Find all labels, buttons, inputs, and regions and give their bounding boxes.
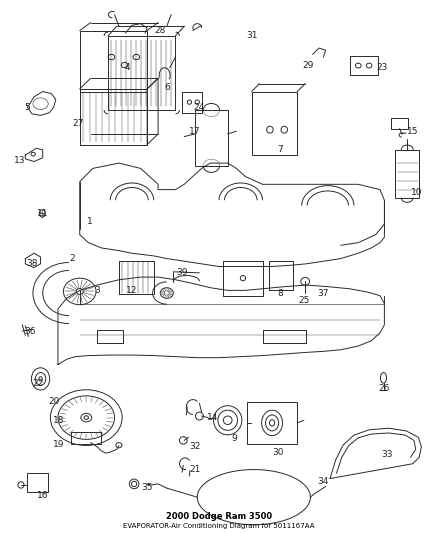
Text: 32: 32 [189, 442, 201, 451]
Text: 29: 29 [303, 61, 314, 69]
Text: 16: 16 [37, 491, 49, 500]
Text: 35: 35 [141, 483, 153, 492]
Text: 39: 39 [176, 268, 188, 277]
Text: 36: 36 [24, 327, 35, 336]
Text: 31: 31 [246, 31, 258, 41]
Bar [71, 432, 102, 444]
Text: 24: 24 [194, 103, 205, 112]
Bar [27, 473, 47, 492]
Text: EVAPORATOR-Air Conditioning Diagram for 5011167AA: EVAPORATOR-Air Conditioning Diagram for … [123, 523, 315, 529]
Text: 22: 22 [33, 378, 44, 387]
Text: 34: 34 [318, 477, 329, 486]
Text: 7: 7 [277, 146, 283, 155]
Bar [80, 30, 147, 92]
Text: 9: 9 [231, 434, 237, 443]
Bar [108, 36, 176, 110]
Text: 4: 4 [125, 63, 131, 72]
Text: 2000 Dodge Ram 3500: 2000 Dodge Ram 3500 [166, 512, 272, 521]
Text: 8: 8 [277, 288, 283, 297]
Text: 37: 37 [318, 288, 329, 297]
Text: 18: 18 [53, 416, 64, 425]
Text: 19: 19 [53, 440, 64, 449]
Text: 33: 33 [381, 450, 392, 459]
Text: 30: 30 [272, 448, 283, 457]
Text: 11: 11 [37, 209, 49, 218]
Text: 6: 6 [164, 83, 170, 92]
Text: 10: 10 [411, 188, 423, 197]
Bar [350, 56, 378, 75]
Text: 23: 23 [377, 63, 388, 72]
Text: 27: 27 [72, 119, 83, 128]
Bar [391, 118, 408, 128]
Bar [195, 110, 228, 166]
Bar [80, 89, 147, 144]
Text: 3: 3 [94, 286, 100, 295]
Text: 28: 28 [155, 26, 166, 35]
Text: 12: 12 [126, 286, 138, 295]
Bar [252, 92, 297, 155]
Text: 2: 2 [70, 254, 75, 263]
Bar [247, 402, 297, 444]
Text: 20: 20 [49, 397, 60, 406]
Text: 15: 15 [407, 127, 418, 136]
Bar [395, 150, 419, 198]
Text: 38: 38 [26, 260, 38, 268]
Text: 25: 25 [298, 296, 310, 305]
Text: 5: 5 [24, 103, 30, 112]
Text: 26: 26 [379, 384, 390, 393]
Bar [182, 92, 201, 113]
Text: 1: 1 [87, 217, 93, 226]
Text: 14: 14 [207, 413, 218, 422]
Text: 13: 13 [14, 156, 25, 165]
Text: 21: 21 [189, 465, 201, 473]
Text: 17: 17 [189, 127, 201, 136]
